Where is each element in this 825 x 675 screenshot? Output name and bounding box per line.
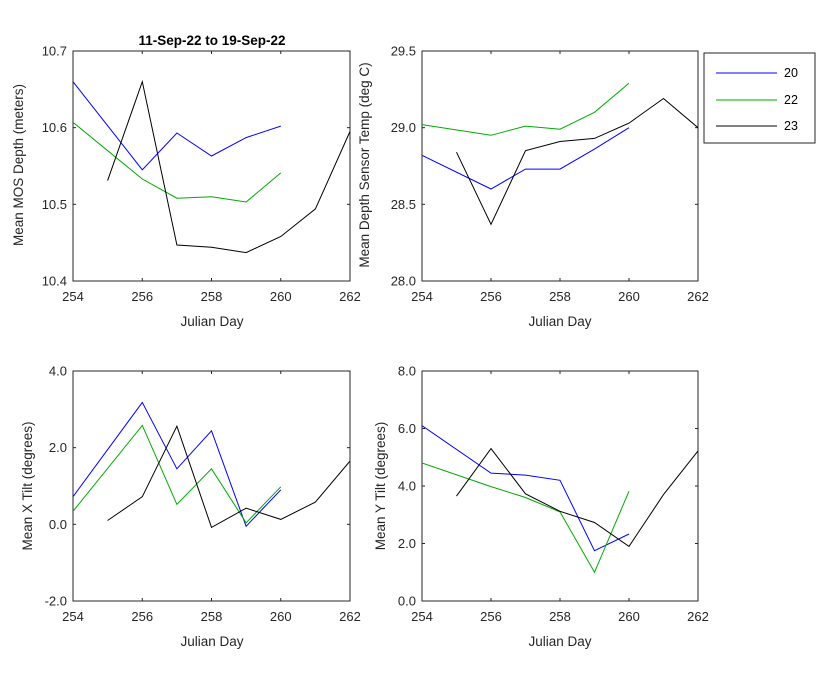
x-tick-label: 254 bbox=[411, 289, 433, 304]
series-line-22 bbox=[422, 82, 630, 136]
legend-label-20: 20 bbox=[784, 66, 798, 80]
y-axis-label: Mean X Tilt (degrees) bbox=[20, 421, 35, 550]
y-tick-label: 8.0 bbox=[398, 364, 416, 379]
x-tick-label: 258 bbox=[201, 609, 223, 624]
panel-depth-sensor-temp: Julian Day Mean Depth Sensor Temp (deg C… bbox=[357, 44, 709, 330]
series-line-22 bbox=[73, 424, 282, 524]
x-tick-label: 260 bbox=[270, 609, 292, 624]
x-tick-label: 254 bbox=[62, 609, 84, 624]
y-axis-label: Mean Depth Sensor Temp (deg C) bbox=[357, 62, 372, 267]
legend-box bbox=[703, 52, 816, 144]
y-tick-label: 29.5 bbox=[391, 44, 416, 59]
x-tick-label: 256 bbox=[131, 289, 153, 304]
y-tick-label: 6.0 bbox=[398, 421, 416, 436]
series-line-23 bbox=[456, 447, 698, 548]
x-axis-label: Julian Day bbox=[180, 314, 243, 329]
panel-mos-depth: 11-Sep-22 to 19-Sep-22 Julian Day Mean M… bbox=[11, 33, 361, 329]
y-tick-label: 4.0 bbox=[398, 479, 416, 494]
y-axis-label: Mean Y Tilt (degrees) bbox=[373, 422, 388, 551]
y-tick-label: 10.4 bbox=[42, 274, 67, 289]
series-line-20 bbox=[422, 127, 630, 190]
panel-y-tilt: Julian Day Mean Y Tilt (degrees) 254 256 2… bbox=[373, 364, 709, 650]
x-tick-label: 256 bbox=[131, 609, 153, 624]
plot-area bbox=[72, 50, 351, 282]
y-tick-label: 10.5 bbox=[42, 197, 67, 212]
x-tick-label: 262 bbox=[339, 609, 361, 624]
series-line-23 bbox=[107, 79, 350, 254]
x-tick-label: 254 bbox=[411, 609, 433, 624]
series-line-23 bbox=[107, 424, 350, 529]
y-tick-label: 28.5 bbox=[391, 197, 416, 212]
legend-label-23: 23 bbox=[784, 119, 798, 133]
y-tick-label: 4.0 bbox=[49, 364, 67, 379]
series-line-20 bbox=[73, 81, 281, 171]
x-axis-label: Julian Day bbox=[528, 634, 591, 649]
plot-area bbox=[421, 50, 699, 282]
series-line-22 bbox=[73, 121, 282, 203]
y-tick-label: 10.6 bbox=[42, 120, 67, 135]
x-tick-label: 262 bbox=[687, 289, 709, 304]
y-tick-label: 0.0 bbox=[398, 594, 416, 609]
series-line-20 bbox=[73, 401, 282, 528]
x-tick-label: 260 bbox=[270, 289, 292, 304]
y-tick-label: -2.0 bbox=[45, 594, 67, 609]
x-axis-label: Julian Day bbox=[180, 634, 243, 649]
plot-area bbox=[72, 370, 351, 602]
x-tick-label: 254 bbox=[62, 289, 84, 304]
y-tick-label: 2.0 bbox=[49, 440, 67, 455]
panel-x-tilt: Julian Day Mean X Tilt (degrees) 254 256 2… bbox=[20, 364, 361, 650]
x-tick-label: 258 bbox=[201, 289, 223, 304]
y-tick-label: 0.0 bbox=[49, 517, 67, 532]
y-tick-label: 2.0 bbox=[398, 536, 416, 551]
x-tick-label: 260 bbox=[618, 289, 640, 304]
x-axis-label: Julian Day bbox=[528, 314, 591, 329]
x-tick-label: 260 bbox=[618, 609, 640, 624]
x-tick-label: 256 bbox=[480, 609, 502, 624]
x-tick-label: 258 bbox=[549, 289, 571, 304]
chart-title: 11-Sep-22 to 19-Sep-22 bbox=[138, 33, 285, 48]
x-tick-label: 262 bbox=[687, 609, 709, 624]
series-line-23 bbox=[456, 97, 698, 226]
x-tick-label: 256 bbox=[480, 289, 502, 304]
legend: 20 22 23 bbox=[703, 52, 816, 144]
y-tick-label: 28.0 bbox=[391, 274, 416, 289]
y-tick-label: 29.0 bbox=[391, 120, 416, 135]
series-line-22 bbox=[422, 462, 630, 574]
y-tick-label: 10.7 bbox=[42, 44, 67, 59]
legend-label-22: 22 bbox=[784, 93, 798, 107]
x-tick-label: 258 bbox=[549, 609, 571, 624]
x-tick-label: 262 bbox=[339, 289, 361, 304]
y-axis-label: Mean MOS Depth (meters) bbox=[11, 84, 26, 246]
